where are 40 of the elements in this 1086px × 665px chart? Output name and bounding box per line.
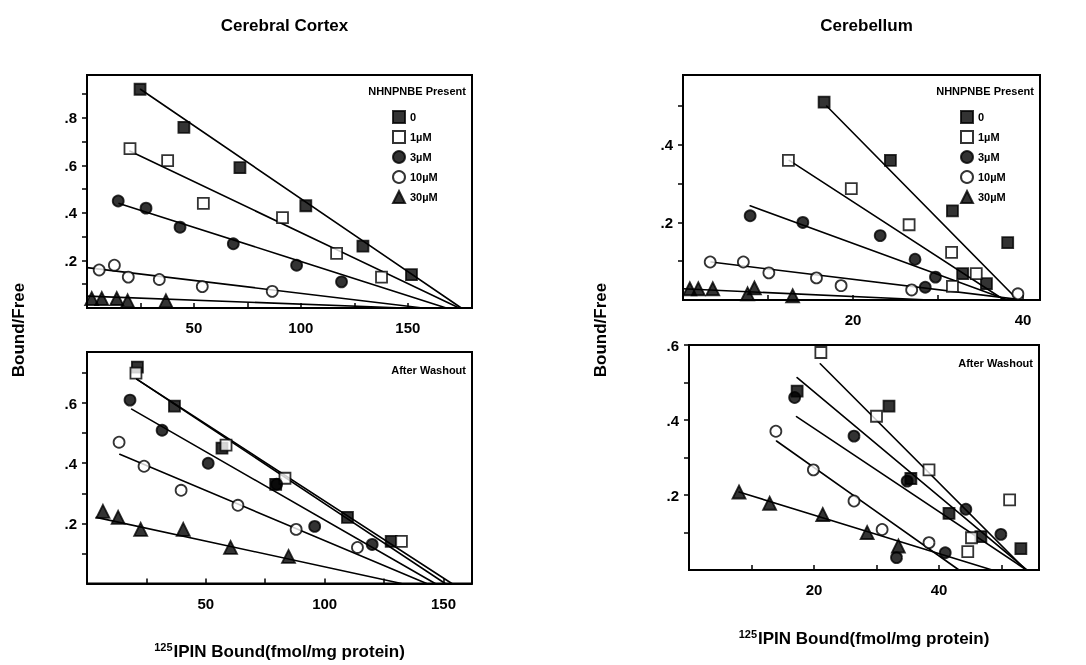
y-tick-label: .8 [64,109,77,127]
legend-label: 0 [410,111,417,123]
legend-label: 1µM [410,131,432,143]
legend-label: 1µM [978,131,1000,143]
legend-label: 3µM [410,151,432,163]
legend-label: 10µM [410,171,438,183]
y-tick-label: .6 [64,394,77,412]
y-tick-label: .4 [64,204,78,222]
y-tick-label: .6 [666,336,679,354]
x-tick-label: 20 [805,581,823,598]
y-tick-label: .4 [64,454,78,472]
legend-label: 30µM [978,191,1006,203]
y-tick-label: .4 [666,411,680,429]
x-tick-label: 40 [930,581,948,598]
y-tick-label: .2 [64,251,77,269]
x-tick-label: 150 [430,594,456,612]
x-tick-label: 150 [395,319,421,336]
legend-title: NHNPNBE Present [936,84,1035,97]
x-tick-label: 50 [185,319,203,336]
y-tick-label: .4 [660,136,674,154]
legend-label: 0 [978,111,985,123]
x-tick-label: 40 [1014,311,1032,328]
x-tick-label: 20 [844,311,862,328]
x-tick-label: 50 [197,594,215,612]
legend-label: 30µM [410,191,438,203]
chart-title: Cerebral Cortex [220,16,349,35]
legend-title: NHNPNBE Present [368,84,467,97]
legend-label: 3µM [978,151,1000,163]
y-axis-title: Bound/Free [590,282,610,378]
y-tick-label: .6 [64,156,77,174]
y-tick-label: .2 [64,514,77,532]
legend-label: 10µM [978,171,1006,183]
annotation: After Washout [958,356,1034,369]
chart-title: Cerebellum [820,16,913,35]
x-tick-label: 100 [288,319,314,336]
y-tick-label: .2 [660,213,673,231]
annotation: After Washout [391,363,467,376]
y-tick-label: .2 [666,486,679,504]
y-axis-title: Bound/Free [8,282,28,378]
x-tick-label: 100 [312,594,338,612]
